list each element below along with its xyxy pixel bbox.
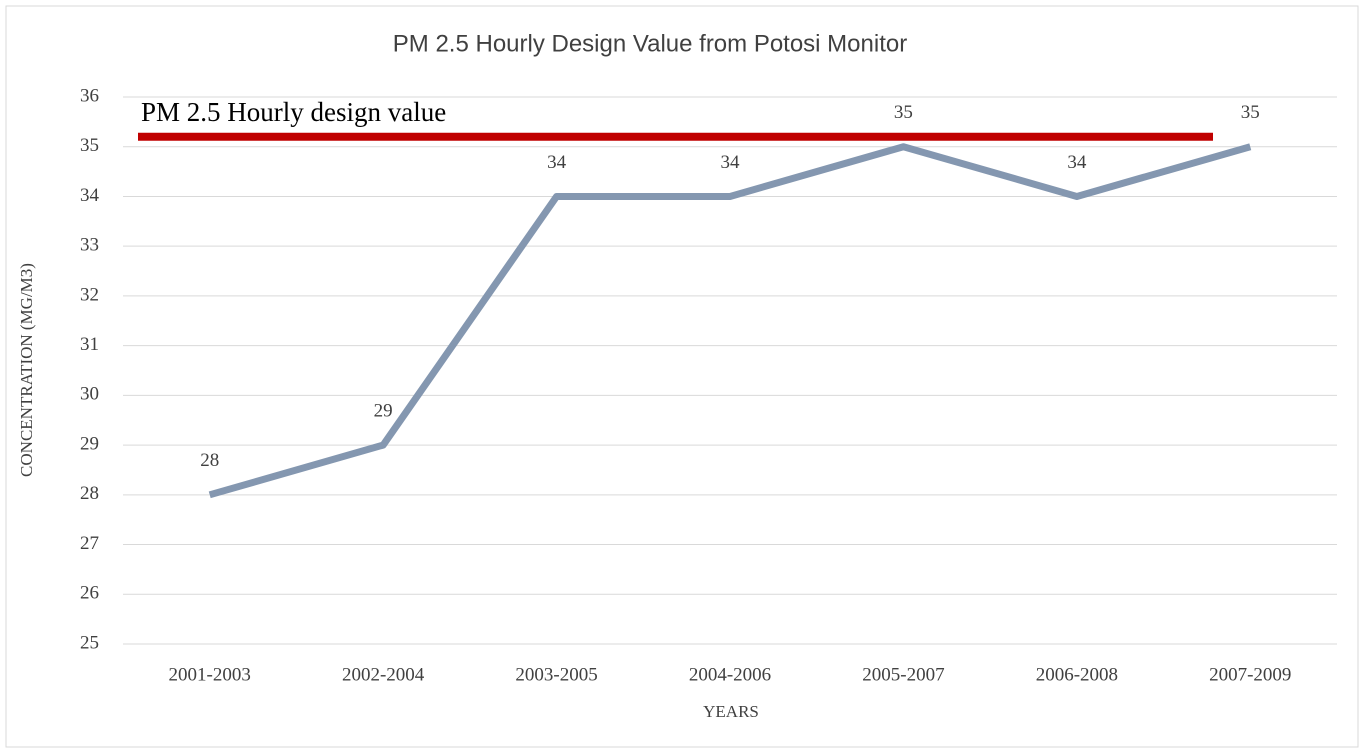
y-tick-label: 31 (80, 334, 99, 355)
y-tick-label: 35 (80, 135, 99, 156)
data-label: 35 (894, 102, 913, 123)
data-label: 35 (1241, 102, 1260, 123)
x-tick-label: 2001-2003 (169, 664, 251, 685)
x-tick-label: 2007-2009 (1209, 664, 1291, 685)
y-tick-label: 25 (80, 632, 99, 653)
chart-border (5, 5, 1359, 748)
chart-title: PM 2.5 Hourly Design Value from Potosi M… (393, 30, 907, 57)
y-tick-label: 29 (80, 433, 99, 454)
x-axis-label: YEARS (703, 702, 759, 721)
x-tick-label: 2002-2004 (342, 664, 425, 685)
y-tick-label: 28 (80, 483, 99, 504)
series-line (208, 143, 1252, 499)
y-tick-label: 26 (80, 583, 99, 604)
y-tick-label: 32 (80, 284, 99, 305)
data-label: 28 (200, 450, 219, 471)
y-axis-label: CONCENTRATION (MG/M3) (17, 263, 36, 477)
y-tick-label: 27 (80, 533, 99, 554)
data-label: 34 (547, 152, 567, 173)
data-label: 34 (1067, 152, 1087, 173)
x-tick-label: 2003-2005 (515, 664, 597, 685)
x-tick-label: 2006-2008 (1036, 664, 1118, 685)
y-tick-label: 36 (80, 85, 99, 106)
y-tick-label: 30 (80, 384, 99, 405)
data-label: 29 (374, 400, 393, 421)
x-tick-label: 2004-2006 (689, 664, 771, 685)
x-tick-label: 2005-2007 (862, 664, 944, 685)
data-label: 34 (721, 152, 741, 173)
y-tick-label: 33 (80, 235, 99, 256)
y-tick-label: 34 (80, 185, 100, 206)
reference-label: PM 2.5 Hourly design value (141, 97, 446, 127)
